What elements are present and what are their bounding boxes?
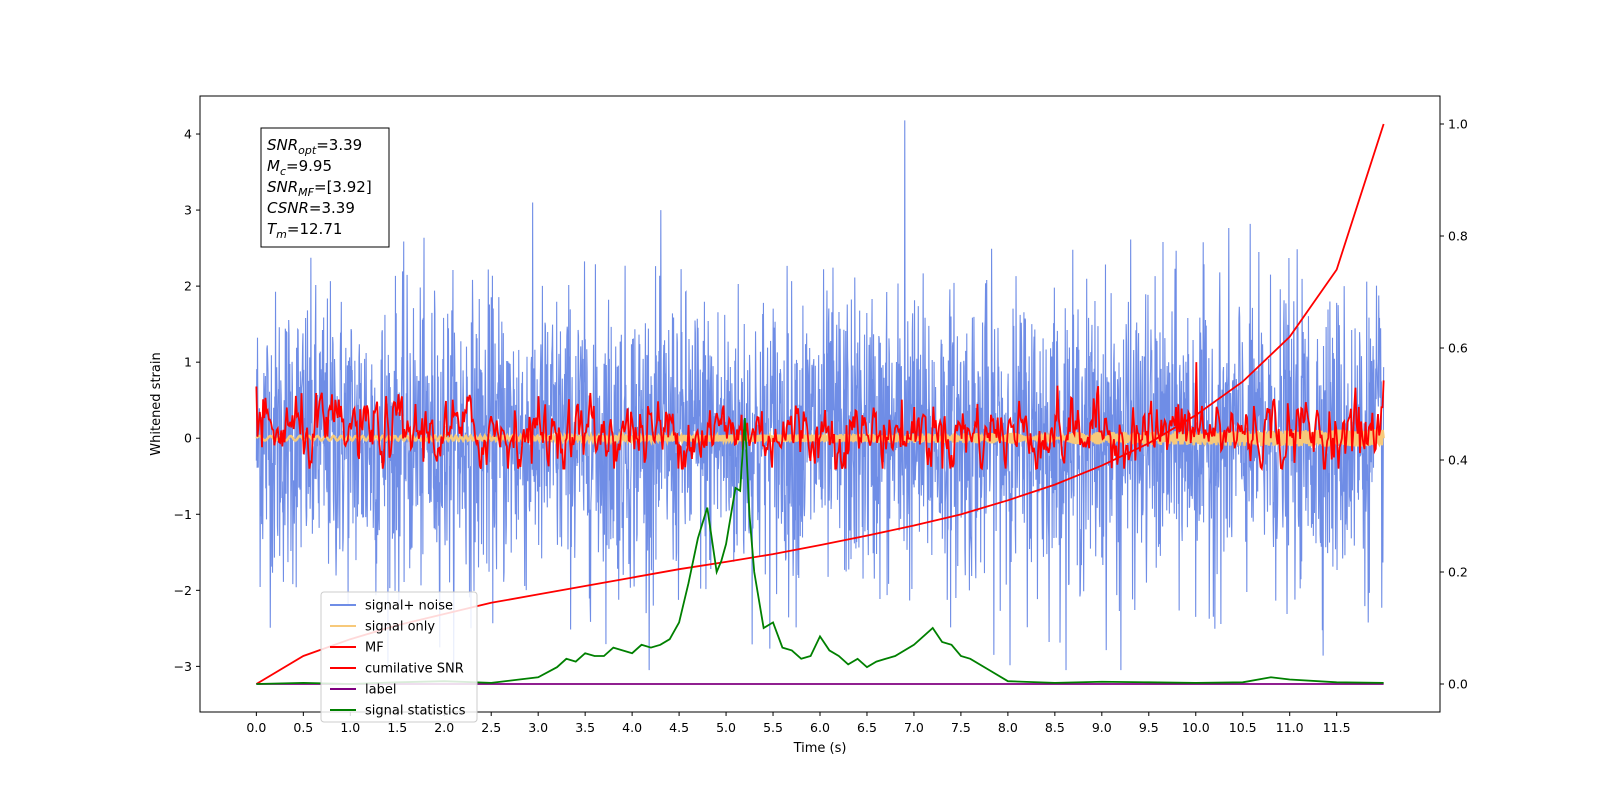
y-tick-label: 0 (184, 431, 192, 446)
y-axis-label: Whitened strain (149, 352, 164, 455)
legend-entry-label: MF (365, 641, 384, 656)
x-tick-label: 4.0 (622, 720, 642, 735)
x-tick-label: 1.0 (340, 720, 360, 735)
annotation-line: CSNR=3.39 (267, 199, 355, 217)
annotation-line: SNRMF=[3.92] (267, 178, 372, 199)
x-tick-label: 2.0 (434, 720, 454, 735)
series-signal-statistics-line (256, 417, 1384, 685)
x-tick-label: 4.5 (669, 720, 689, 735)
annotation-line: Tm=12.71 (267, 220, 342, 241)
y-tick-label: 2 (184, 279, 192, 294)
x-tick-label: 5.5 (763, 720, 783, 735)
legend-entry-label: signal statistics (365, 704, 466, 719)
legend-entry-label: cumilative SNR (365, 662, 464, 677)
x-tick-label: 11.0 (1276, 720, 1304, 735)
x-tick-label: 7.5 (951, 720, 971, 735)
y-tick-label: 3 (184, 203, 192, 218)
annotation-box-frame (260, 127, 390, 248)
x-tick-label: 6.0 (810, 720, 830, 735)
x-axis-label: Time (s) (793, 741, 847, 756)
x-tick-label: 1.5 (387, 720, 407, 735)
x-tick-label: 2.5 (481, 720, 501, 735)
annotation-line: Mc=9.95 (267, 157, 332, 178)
y2-tick-label: 0.2 (1448, 565, 1468, 580)
series-signal-noise-line (255, 120, 1385, 671)
x-tick-label: 11.5 (1323, 720, 1351, 735)
y-tick-label: −2 (174, 583, 192, 598)
y-axis-right: 0.0 0.2 0.4 0.6 0.8 1.0 (1440, 117, 1468, 692)
x-tick-label: 3.0 (528, 720, 548, 735)
x-tick-label: 6.5 (857, 720, 877, 735)
x-tick-label: 10.5 (1229, 720, 1257, 735)
y2-tick-label: 0.8 (1448, 229, 1468, 244)
series-mf-line (255, 362, 1385, 472)
x-tick-label: 5.0 (716, 720, 736, 735)
x-tick-label: 8.0 (998, 720, 1018, 735)
legend: signal+ noise signal only MF cumilative SNR… (320, 591, 478, 723)
y-tick-label: −3 (174, 659, 192, 674)
y2-tick-label: 0.0 (1448, 677, 1468, 692)
y-axis-left: −3 −2 −1 0 1 2 3 4 (174, 127, 200, 674)
y2-tick-label: 1.0 (1448, 117, 1468, 132)
x-tick-label: 3.5 (575, 720, 595, 735)
x-axis: 0.0 0.5 1.0 1.5 2.0 2.5 3.0 3.5 4.0 4.5 5.0 5.5 6.0 6… (246, 712, 1351, 735)
legend-entry-label: signal only (365, 620, 435, 635)
legend-entry-label: signal+ noise (365, 599, 453, 614)
y-tick-label: −1 (174, 507, 192, 522)
legend-frame (320, 591, 478, 723)
x-tick-label: 0.5 (293, 720, 313, 735)
y2-tick-label: 0.4 (1448, 453, 1468, 468)
y-tick-label: 4 (184, 127, 192, 142)
y2-tick-label: 0.6 (1448, 341, 1468, 356)
x-tick-label: 9.5 (1139, 720, 1159, 735)
y-tick-label: 1 (184, 355, 192, 370)
x-tick-label: 0.0 (246, 720, 266, 735)
x-tick-label: 7.0 (904, 720, 924, 735)
x-tick-label: 8.5 (1045, 720, 1065, 735)
x-tick-label: 10.0 (1182, 720, 1210, 735)
x-tick-label: 9.0 (1092, 720, 1112, 735)
legend-entry-label: label (365, 683, 396, 698)
annotation-line: SNRopt=3.39 (267, 136, 362, 157)
